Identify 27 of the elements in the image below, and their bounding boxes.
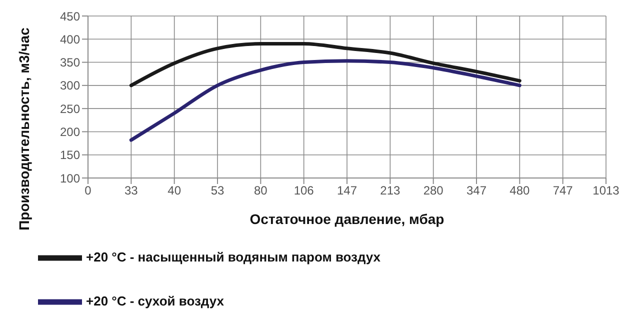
x-tick-label: 1013 [592, 184, 620, 198]
x-tick-label: 40 [168, 184, 182, 198]
x-tick-label: 480 [510, 184, 530, 198]
y-tick-label: 250 [60, 102, 80, 116]
y-tick-label: 350 [60, 56, 80, 70]
x-tick-label: 280 [423, 184, 444, 198]
line-series [129, 59, 522, 142]
x-tick-label: 80 [254, 184, 268, 198]
x-tick-label: 33 [124, 184, 138, 198]
x-tick-label: 106 [294, 184, 314, 198]
x-tick-label: 347 [466, 184, 487, 198]
y-tick-label: 100 [60, 171, 80, 186]
x-tick-label: 213 [380, 184, 400, 198]
x-tick-label: 0 [84, 184, 92, 198]
y-tick-label: 200 [60, 124, 80, 139]
x-tick-label: 147 [336, 184, 358, 198]
y-tick-label: 400 [60, 32, 80, 46]
x-tick-label: 747 [552, 184, 574, 198]
y-axis-title: Производительность, м3/час [16, 27, 32, 230]
y-tick-label: 300 [60, 78, 80, 93]
legend-label: +20 °C - сухой воздух [86, 293, 224, 308]
legend-label: +20 °C - насыщенный водяным паром воздух [86, 249, 381, 264]
line-series [129, 42, 522, 88]
y-tick-label: 450 [60, 9, 80, 24]
x-axis-title: Остаточное давление, мбар [250, 211, 444, 227]
y-tick-label: 150 [60, 148, 80, 162]
x-tick-label: 53 [210, 184, 224, 198]
